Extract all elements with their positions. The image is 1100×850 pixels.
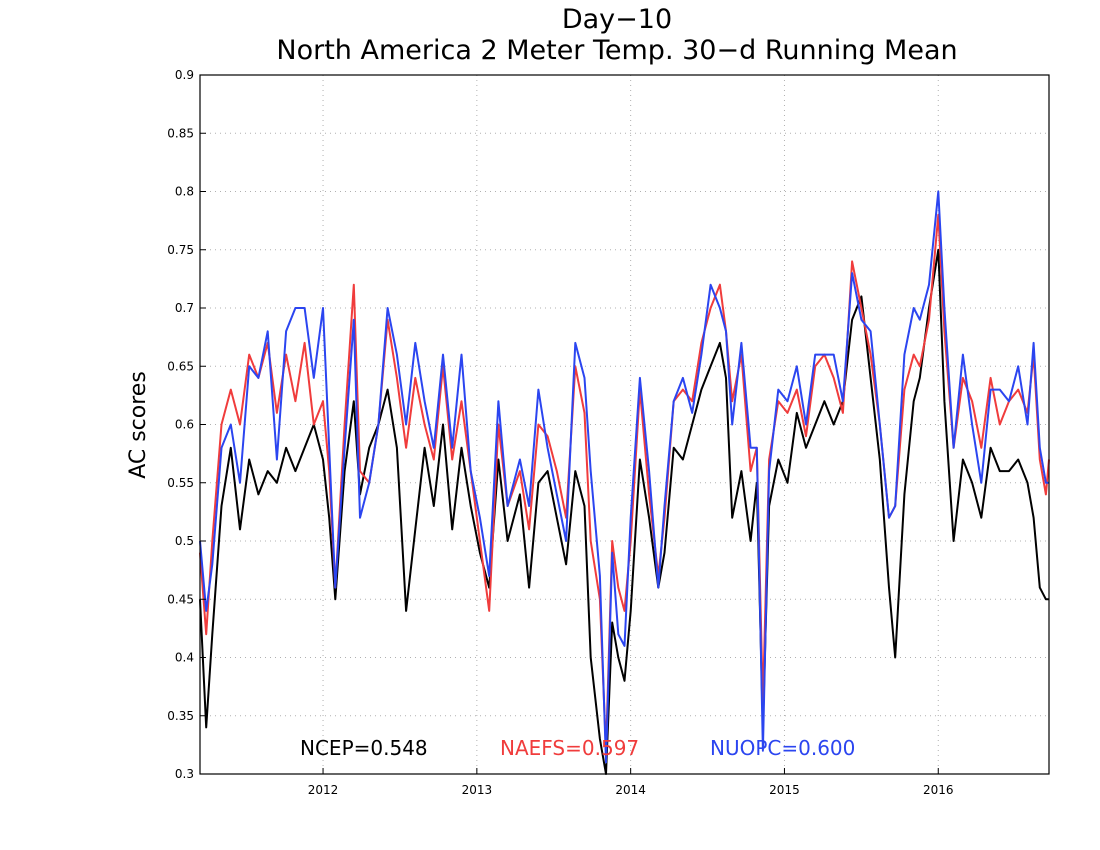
y-tick-label: 0.65 bbox=[167, 359, 194, 373]
y-tick-label: 0.3 bbox=[175, 767, 194, 781]
series-line-naefs bbox=[199, 213, 1050, 752]
y-tick-label: 0.8 bbox=[175, 185, 194, 199]
series-line-ncep bbox=[199, 248, 1049, 775]
chart-title: Day−10 bbox=[562, 4, 672, 35]
y-tick-label: 0.85 bbox=[167, 126, 194, 140]
x-tick-label: 2016 bbox=[923, 783, 954, 797]
x-tick-label: 2015 bbox=[769, 783, 800, 797]
y-tick-label: 0.4 bbox=[175, 651, 194, 665]
y-axis-ticks: 0.3 0.35 0.4 0.45 0.5 0.55 0.6 0.65 0.7 0.75 0.8 0.… bbox=[167, 68, 206, 781]
y-tick-label: 0.45 bbox=[167, 592, 194, 606]
x-axis-ticks: 2012 2013 2014 2015 2016 bbox=[308, 768, 954, 797]
y-tick-label: 0.75 bbox=[167, 243, 194, 257]
series-line-nuopc bbox=[199, 190, 1049, 764]
y-tick-label: 0.6 bbox=[175, 418, 194, 432]
x-tick-label: 2013 bbox=[462, 783, 493, 797]
y-tick-label: 0.7 bbox=[175, 301, 194, 315]
series-lines bbox=[199, 190, 1050, 775]
y-tick-label: 0.35 bbox=[167, 709, 194, 723]
chart-subtitle: North America 2 Meter Temp. 30−d Running… bbox=[276, 35, 957, 66]
y-tick-label: 0.9 bbox=[175, 68, 194, 82]
y-axis-label: AC scores bbox=[126, 371, 151, 479]
y-tick-label: 0.5 bbox=[175, 534, 194, 548]
x-tick-label: 2012 bbox=[308, 783, 339, 797]
legend-ncep: NCEP=0.548 bbox=[300, 736, 428, 760]
legend-naefs: NAEFS=0.597 bbox=[500, 736, 639, 760]
x-tick-label: 2014 bbox=[615, 783, 646, 797]
legend-nuopc: NUOPC=0.600 bbox=[710, 736, 855, 760]
y-tick-label: 0.55 bbox=[167, 476, 194, 490]
